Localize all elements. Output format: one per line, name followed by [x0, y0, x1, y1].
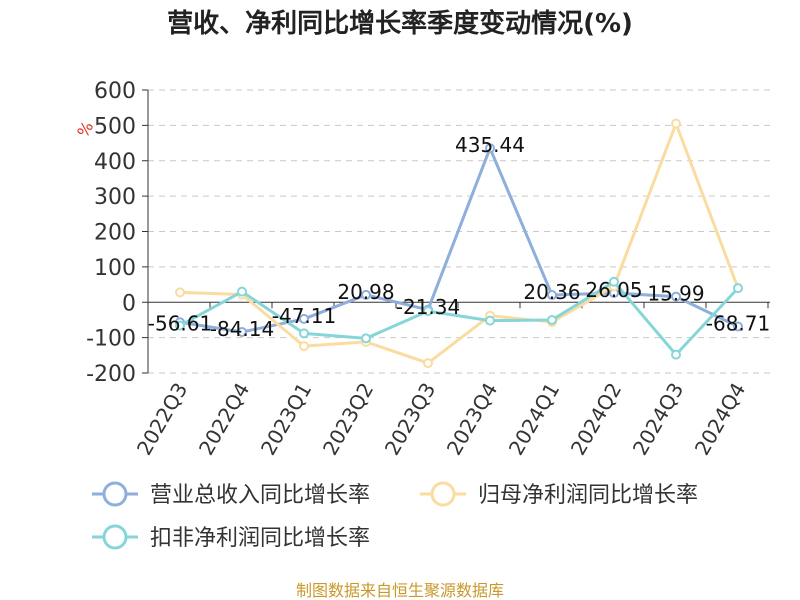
legend-label: 扣非净利润同比增长率	[150, 526, 370, 551]
x-tick-label: 2023Q1	[256, 379, 316, 460]
data-label: -21.34	[396, 295, 460, 319]
data-point	[671, 349, 681, 360]
data-point	[547, 290, 557, 301]
x-tick-label: 2023Q2	[318, 379, 378, 460]
source-note: 制图数据来自恒生聚源数据库	[296, 581, 504, 600]
data-point	[299, 313, 309, 324]
data-label: -56.61	[148, 311, 212, 335]
data-point	[299, 328, 309, 339]
data-label: 15.99	[647, 282, 704, 306]
data-label: 435.44	[455, 133, 525, 157]
data-point	[671, 118, 681, 129]
data-point	[361, 289, 371, 300]
y-tick-label: 300	[94, 185, 136, 210]
x-tick-label: 2024Q3	[628, 379, 688, 460]
y-tick-label: 400	[94, 150, 136, 175]
y-tick-label: 600	[94, 79, 136, 104]
x-tick-label: 2024Q4	[690, 379, 750, 460]
data-point	[175, 320, 185, 331]
data-point	[485, 143, 495, 154]
series-line-2	[179, 122, 740, 365]
legend-marker	[102, 481, 128, 507]
data-point	[423, 358, 433, 369]
data-point	[175, 287, 185, 298]
data-point	[361, 333, 371, 344]
y-tick-label: -100	[86, 327, 136, 352]
legend-item-2: 归母净利润同比增长率	[420, 481, 698, 508]
series-line-1	[179, 146, 739, 334]
data-point	[733, 283, 743, 294]
legend-label: 营业总收入同比增长率	[150, 483, 370, 508]
data-label: -68.71	[706, 312, 770, 336]
y-tick-label: 0	[122, 291, 136, 316]
y-tick-label: 200	[94, 221, 136, 246]
legend-marker	[430, 481, 456, 507]
x-tick-label: 2022Q3	[132, 379, 192, 460]
x-tick-label: 2023Q3	[380, 379, 440, 460]
data-point	[733, 321, 743, 332]
x-tick-label: 2024Q2	[566, 379, 626, 460]
data-label: 20.36	[523, 280, 580, 304]
x-tick-label: 2022Q4	[194, 379, 254, 460]
data-point	[547, 314, 557, 325]
y-tick-label: 100	[94, 256, 136, 281]
data-label: 26.05	[585, 278, 642, 302]
legend-marker	[102, 524, 128, 550]
data-point	[485, 315, 495, 326]
legend-item-3: 扣非净利润同比增长率	[92, 524, 370, 551]
data-point	[423, 306, 433, 317]
data-label: -47.11	[272, 304, 336, 328]
series-line-3	[179, 280, 740, 357]
data-point	[609, 276, 619, 287]
data-label: 20.98	[337, 280, 394, 304]
chart-title: 营收、净利同比增长率季度变动情况(%)	[167, 8, 633, 39]
series-lines	[175, 118, 743, 369]
x-tick-label: 2023Q4	[442, 379, 502, 460]
data-point	[237, 286, 247, 297]
legend-item-1: 营业总收入同比增长率	[92, 481, 370, 508]
data-label: -84.14	[210, 317, 274, 341]
legend-label: 归母净利润同比增长率	[478, 483, 698, 508]
y-tick-label: -200	[86, 362, 136, 387]
data-point	[671, 291, 681, 302]
x-tick-label: 2024Q1	[504, 379, 564, 460]
data-point	[299, 341, 309, 352]
data-point	[237, 327, 247, 338]
y-tick-label: 500	[94, 114, 136, 139]
